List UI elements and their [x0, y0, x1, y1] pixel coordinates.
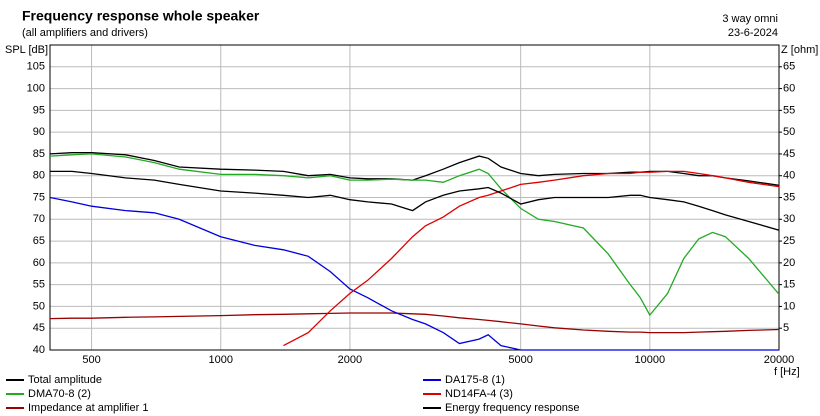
- y-tick-label: 65: [33, 235, 45, 247]
- y2-tick-label: 30: [783, 213, 795, 225]
- series-line: [50, 312, 779, 334]
- y-axis-label: SPL [dB]: [5, 44, 48, 56]
- y2-tick-label: 20: [783, 257, 795, 269]
- y-tick-label: 70: [33, 213, 45, 225]
- y2-tick-label: 60: [783, 82, 795, 94]
- y-tick-label: 55: [33, 279, 45, 291]
- y2-tick-label: 15: [783, 279, 795, 291]
- y2-tick-label: 35: [783, 191, 795, 203]
- y-tick-label: 100: [27, 82, 45, 94]
- y2-tick-label: 10: [783, 300, 795, 312]
- x-tick-label: 20000: [764, 354, 795, 366]
- legend-label: Impedance at amplifier 1: [28, 402, 148, 414]
- x-tick-label: 10000: [635, 354, 666, 366]
- x-axis-label: f [Hz]: [774, 366, 800, 378]
- chart-subtitle: (all amplifiers and drivers): [22, 27, 148, 39]
- chart-title: Frequency response whole speaker: [22, 8, 260, 24]
- y2-tick-label: 65: [783, 61, 795, 73]
- series-line: [50, 196, 779, 351]
- series-line: [50, 153, 779, 317]
- legend-label: ND14FA-4 (3): [445, 388, 513, 400]
- series-line: [283, 170, 779, 347]
- x-tick-label: 2000: [338, 354, 362, 366]
- y2-tick-label: 25: [783, 235, 795, 247]
- y-tick-label: 45: [33, 322, 45, 334]
- y-tick-label: 90: [33, 126, 45, 138]
- y-tick-label: 105: [27, 61, 45, 73]
- y-tick-label: 95: [33, 104, 45, 116]
- y2-tick-label: 50: [783, 126, 795, 138]
- annotation: 23-6-2024: [728, 27, 778, 39]
- legend-label: DA175-8 (1): [445, 374, 505, 386]
- y-tick-label: 85: [33, 148, 45, 160]
- annotation: 3 way omni: [722, 13, 778, 25]
- x-tick-label: 1000: [209, 354, 233, 366]
- y2-tick-label: 40: [783, 170, 795, 182]
- y-tick-label: 80: [33, 170, 45, 182]
- legend-label: Total amplitude: [28, 374, 102, 386]
- legend-label: Energy frequency response: [445, 402, 580, 414]
- legend-label: DMA70-8 (2): [28, 388, 91, 400]
- y-tick-label: 75: [33, 191, 45, 203]
- y-tick-label: 60: [33, 257, 45, 269]
- x-tick-label: 5000: [508, 354, 532, 366]
- y2-tick-label: 55: [783, 104, 795, 116]
- y2-tick-label: 5: [783, 322, 789, 334]
- y2-axis-label: Z [ohm]: [781, 44, 818, 56]
- y2-tick-label: 45: [783, 148, 795, 160]
- x-tick-label: 500: [82, 354, 100, 366]
- y-tick-label: 40: [33, 344, 45, 356]
- y-tick-label: 50: [33, 300, 45, 312]
- series-line: [50, 170, 779, 231]
